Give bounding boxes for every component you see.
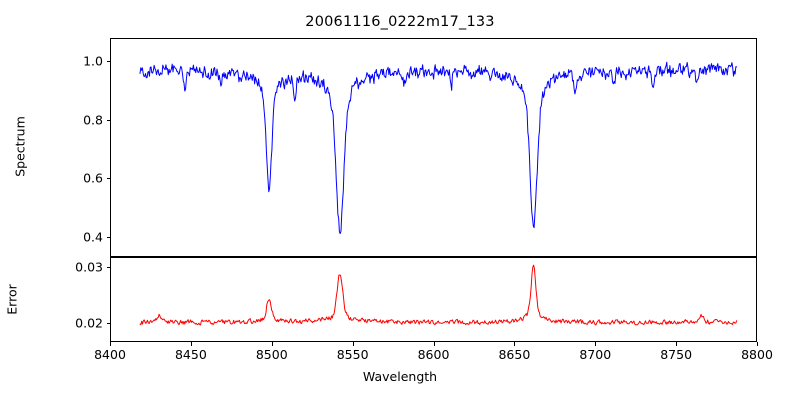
x-tick-mark (271, 342, 273, 346)
x-tick-label: 8400 (94, 347, 126, 362)
spectrum-plot-area (110, 38, 757, 257)
error-series-svg (111, 258, 756, 341)
x-tick-label: 8600 (417, 347, 450, 362)
error-y-tick-label: 0.03 (75, 259, 103, 275)
spectrum-y-tick-mark (106, 178, 110, 180)
error-y-tick-mark (106, 267, 110, 268)
x-tick-mark (352, 342, 354, 346)
x-tick-mark (433, 342, 435, 346)
spectrum-y-tick-mark (106, 236, 110, 238)
x-tick-label: 8800 (741, 347, 773, 362)
error-y-tick-label: 0.02 (75, 315, 103, 331)
x-tick-label: 8700 (579, 347, 612, 362)
spectrum-y-tick-label: 0.8 (83, 112, 103, 128)
x-tick-label: 8500 (255, 347, 288, 362)
spectrum-y-tick-mark (106, 61, 110, 63)
x-tick-label: 8450 (174, 347, 207, 362)
x-tick-mark (676, 342, 678, 346)
x-tick-mark (514, 342, 516, 346)
x-axis-label: Wavelength (362, 369, 438, 384)
error-y-tick-mark (106, 322, 110, 324)
spectrum-y-tick-label: 0.4 (83, 229, 103, 245)
x-tick-label: 8650 (498, 347, 531, 362)
x-tick-mark (757, 342, 758, 346)
spectrum-line (140, 62, 737, 233)
x-tick-label: 8750 (660, 347, 693, 362)
spectrum-y-axis-label: Spectrum (12, 116, 28, 177)
spectrum-series-svg (111, 39, 756, 256)
x-tick-label: 8550 (336, 347, 369, 362)
spectrum-y-tick-mark (106, 119, 110, 121)
chart-title: 20061116_0222m17_133 (305, 14, 495, 30)
x-tick-mark (595, 342, 597, 346)
x-tick-mark (190, 342, 192, 346)
spectrum-y-tick-label: 1.0 (83, 53, 103, 69)
error-y-axis-label: Error (4, 284, 20, 315)
error-plot-area (110, 257, 757, 342)
error-line (140, 265, 737, 325)
spectrum-y-tick-label: 0.6 (83, 170, 103, 186)
x-tick-mark (110, 342, 111, 346)
